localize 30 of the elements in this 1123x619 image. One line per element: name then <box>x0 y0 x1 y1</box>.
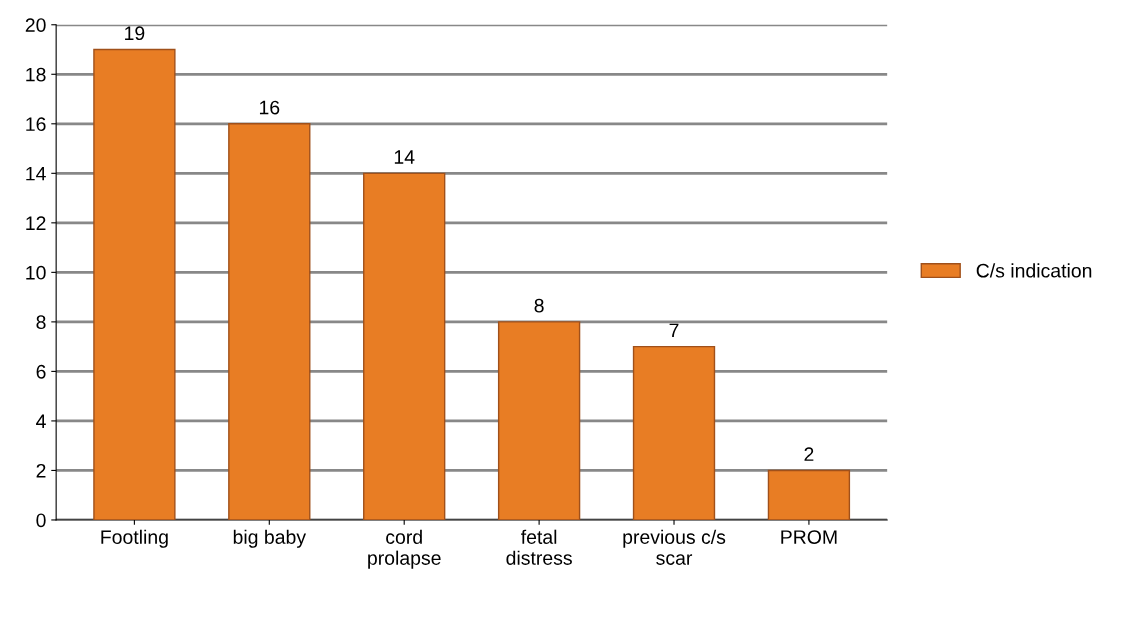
data-label: 7 <box>669 323 679 338</box>
bar <box>767 469 851 520</box>
data-label: 2 <box>804 447 814 461</box>
x-tick-label: big baby <box>233 529 307 548</box>
y-tick-label: 0 <box>36 513 46 528</box>
bar <box>632 345 716 520</box>
x-tick-label: previous c/s scar <box>623 529 726 565</box>
x-tick-label: fetal distress <box>506 529 572 565</box>
bar <box>497 321 581 520</box>
bar <box>228 123 311 520</box>
y-tick-label: 16 <box>26 117 46 132</box>
x-tick-label: cord prolapse <box>368 529 441 569</box>
bar <box>363 172 446 520</box>
bar <box>93 48 176 520</box>
data-label: 14 <box>394 150 415 164</box>
data-label: 16 <box>259 100 280 115</box>
legend-label: C/s indication <box>976 263 1092 278</box>
data-label: 19 <box>125 26 145 41</box>
y-tick-label: 18 <box>26 67 46 82</box>
x-tick-label: PROM <box>781 530 837 544</box>
y-tick-label: 20 <box>25 18 46 32</box>
y-tick-label: 14 <box>26 166 46 181</box>
x-tick-label: Footling <box>101 529 168 548</box>
y-tick-label: 2 <box>36 463 46 478</box>
y-tick-label: 12 <box>26 216 46 230</box>
y-tick-label: 4 <box>36 414 46 428</box>
data-label: 8 <box>534 298 544 313</box>
y-tick-label: 10 <box>26 265 46 280</box>
y-tick-label: 6 <box>36 364 46 379</box>
y-tick-label: 8 <box>36 315 46 330</box>
